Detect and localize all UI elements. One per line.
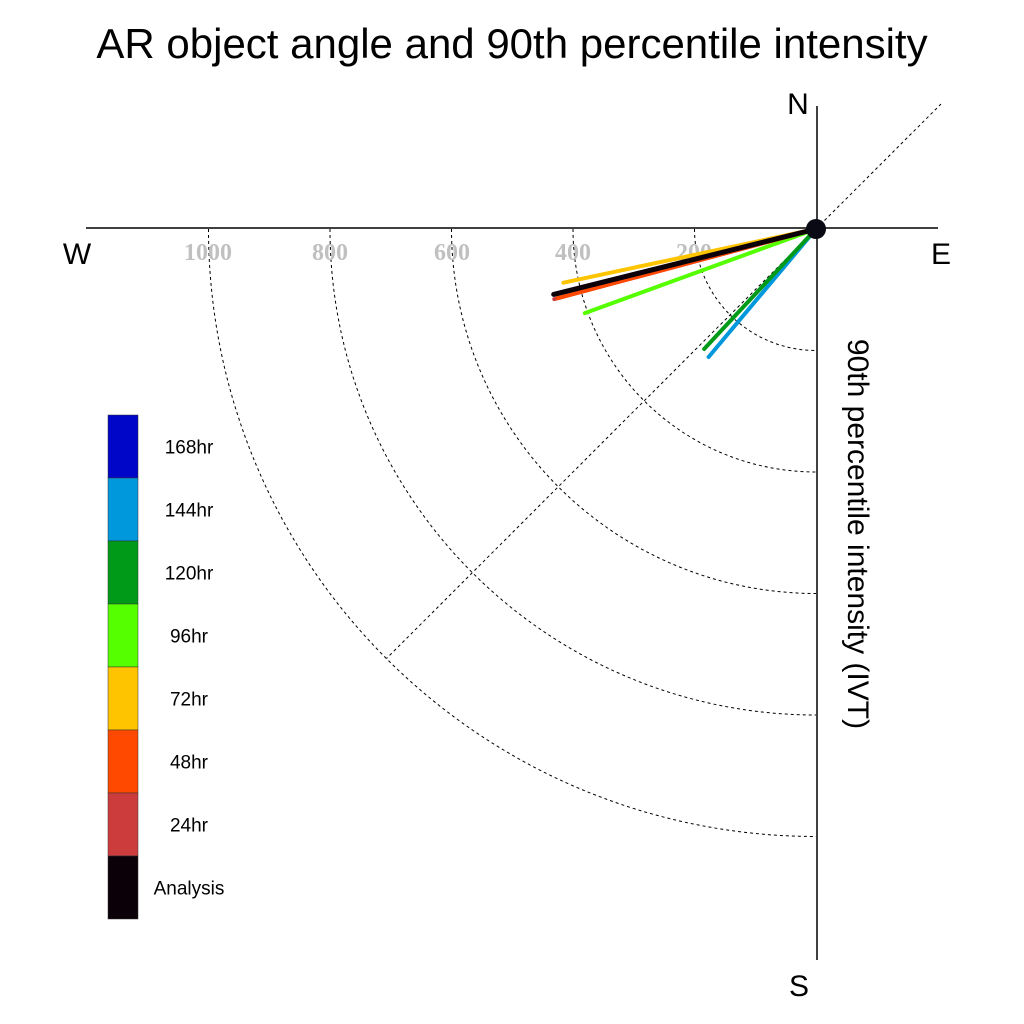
vector-120hr [702, 227, 818, 351]
grid-diagonal-ne [815, 103, 942, 230]
grid-arc [572, 228, 817, 473]
legend-label-168hr: 168hr [165, 438, 214, 459]
legend-swatch-analysis [107, 855, 139, 920]
legend-swatch-48hr [107, 729, 139, 794]
vector-96hr [582, 227, 818, 316]
compass-west: W [63, 238, 92, 271]
legend-swatch-24hr [107, 792, 139, 857]
legend-swatch-120hr [107, 540, 139, 605]
legend-swatch-72hr [107, 666, 139, 731]
radial-tick-800: 800 [312, 240, 348, 266]
compass-north: N [787, 88, 809, 121]
compass-east: E [931, 238, 951, 271]
legend-label-48hr: 48hr [170, 753, 209, 774]
legend-swatch-144hr [107, 477, 139, 542]
grid-arc [329, 228, 817, 716]
grid-arc [208, 228, 817, 837]
radial-tick-600: 600 [434, 240, 470, 266]
vectors [551, 226, 819, 359]
y-axis-label: 90th percentile intensity (IVT) [841, 339, 874, 729]
legend-swatch-168hr [107, 414, 139, 479]
legend-label-72hr: 72hr [170, 690, 209, 711]
legend: 168hr 144hr 120hr 96hr 72hr 48hr 24hr Analysis [107, 414, 225, 920]
legend-label-144hr: 144hr [165, 501, 214, 522]
chart-title: AR object angle and 90th percentile inte… [96, 20, 927, 67]
grid-diagonal [386, 228, 817, 659]
legend-label-24hr: 24hr [170, 816, 209, 837]
legend-label-120hr: 120hr [165, 564, 214, 585]
legend-label-96hr: 96hr [170, 627, 209, 648]
origin-marker [806, 219, 826, 239]
legend-label-analysis: Analysis [154, 879, 225, 900]
legend-swatch-96hr [107, 603, 139, 668]
radial-tick-1000: 1000 [184, 240, 232, 266]
radial-tick-400: 400 [555, 240, 591, 266]
compass-south: S [789, 970, 809, 1003]
grid [208, 103, 942, 837]
vector-analysis [551, 226, 819, 297]
grid-arc [451, 228, 817, 594]
